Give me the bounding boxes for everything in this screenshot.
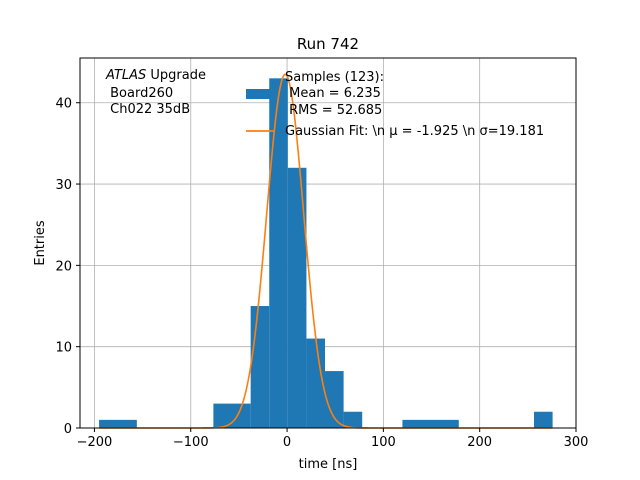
y-tick-label: 0: [64, 422, 72, 437]
x-tick-label: −200: [77, 435, 113, 450]
legend-samples-line: Samples (123):: [285, 70, 384, 85]
y-tick-label: 10: [55, 341, 72, 356]
histogram-bar: [534, 411, 553, 428]
legend: Samples (123): Mean = 6.235 RMS = 52.685…: [246, 70, 544, 139]
legend-mean-line: Mean = 6.235: [285, 86, 381, 101]
chart-title: Run 742: [297, 35, 359, 53]
plot-frame: [79, 57, 577, 429]
x-tick-label: 200: [467, 435, 492, 450]
annotation-board: Board260: [106, 86, 173, 101]
histogram-bar: [402, 419, 459, 428]
histogram-bars: [99, 78, 553, 428]
histogram-bar: [306, 338, 326, 428]
y-axis-label: Entries: [33, 220, 48, 266]
y-tick-label: 20: [55, 259, 72, 274]
histogram-bar: [269, 78, 288, 428]
x-axis-ticks: −200 −100 0 100 200 300: [77, 428, 589, 450]
x-tick-label: 0: [283, 435, 291, 450]
annotation-channel: Ch022 35dB: [106, 102, 190, 117]
legend-rms-line: RMS = 52.685: [285, 103, 382, 118]
histogram-bar: [213, 403, 251, 428]
histogram-bar: [325, 371, 344, 428]
svg-text:ATLAS Upgrade: ATLAS Upgrade: [105, 68, 206, 83]
histogram-bar: [287, 167, 307, 428]
histogram-bar: [343, 411, 363, 428]
legend-histogram-swatch: [246, 89, 274, 99]
histogram-bar: [250, 306, 270, 428]
x-tick-label: 100: [371, 435, 396, 450]
atlas-annotation: ATLAS Upgrade Board260 Ch022 35dB: [105, 68, 206, 117]
x-axis-label: time [ns]: [299, 457, 358, 472]
annotation-atlas: ATLAS: [105, 68, 146, 83]
y-tick-label: 40: [55, 97, 72, 112]
x-tick-label: 300: [564, 435, 589, 450]
y-tick-label: 30: [55, 178, 72, 193]
histogram-bar: [99, 419, 137, 428]
y-axis-ticks: 0 10 20 30 40: [55, 97, 80, 437]
annotation-upgrade: Upgrade: [146, 68, 206, 83]
x-tick-label: −100: [173, 435, 209, 450]
legend-fit-label: Gaussian Fit: \n μ = -1.925 \n σ=19.181: [285, 124, 544, 139]
